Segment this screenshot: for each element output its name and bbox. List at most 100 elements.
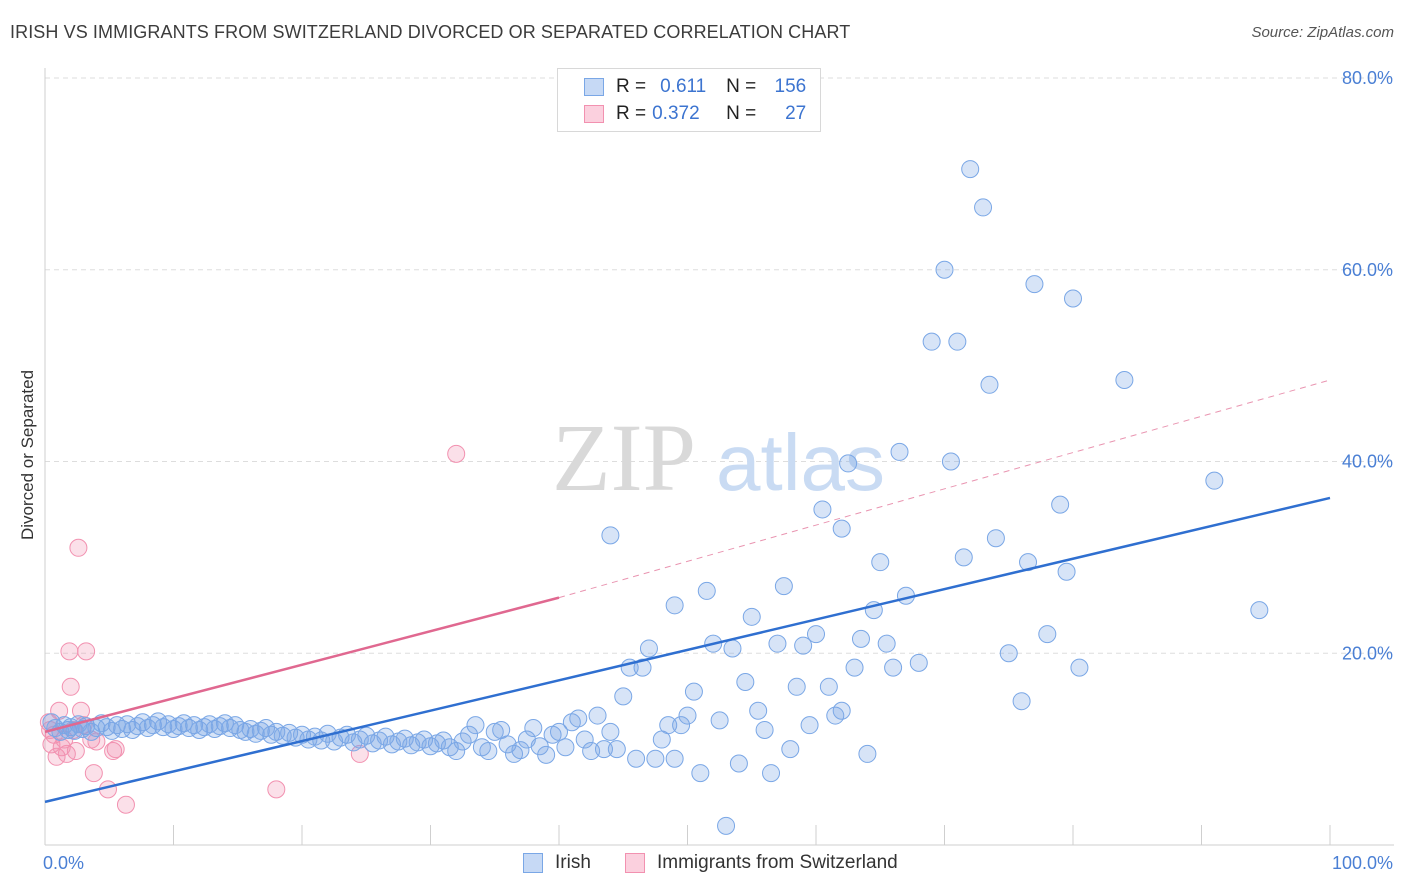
data-point-irish	[999, 644, 1018, 663]
data-point-irish	[1051, 495, 1070, 514]
y-tick-label: 20.0%	[1342, 643, 1393, 663]
data-point-irish	[723, 639, 742, 658]
data-point-irish	[941, 452, 960, 471]
data-point-irish	[890, 442, 909, 461]
data-point-irish	[537, 745, 556, 764]
legend-row-swiss: R = 0.372 N = 27	[584, 102, 806, 126]
data-point-swiss	[87, 732, 106, 751]
data-point-irish	[691, 764, 710, 783]
data-point-irish	[954, 548, 973, 567]
series-legend: Irish Immigrants from Switzerland	[0, 852, 1406, 878]
legend-r-value: 0.372	[652, 103, 700, 124]
data-point-swiss	[77, 642, 96, 661]
data-point-irish	[575, 730, 594, 749]
data-point-irish	[601, 722, 620, 741]
source-label: Source: ZipAtlas.com	[1251, 24, 1394, 41]
data-point-irish	[205, 719, 224, 738]
data-point-irish	[1012, 692, 1031, 711]
data-point-swiss	[447, 444, 466, 463]
data-point-irish	[672, 716, 691, 735]
data-point-irish	[190, 720, 209, 739]
data-point-irish	[556, 738, 575, 757]
data-point-irish	[800, 716, 819, 735]
data-point-irish	[813, 500, 832, 519]
data-point-irish	[164, 719, 183, 738]
tick-labels: 20.0% 40.0% 60.0% 80.0% 0.0% 100.0%	[43, 68, 1393, 873]
data-point-irish	[742, 607, 761, 626]
data-point-swiss	[104, 742, 123, 761]
data-point-irish	[871, 553, 890, 572]
data-point-irish	[948, 332, 967, 351]
trend-line-irish	[44, 496, 1331, 804]
data-point-swiss	[350, 744, 369, 763]
legend-item-swiss: Immigrants from Switzerland	[625, 852, 898, 874]
data-point-irish	[460, 725, 479, 744]
x-tick-label: 100.0%	[1332, 853, 1393, 873]
data-point-irish	[1205, 471, 1224, 490]
data-point-irish	[138, 719, 157, 738]
data-point-irish	[594, 740, 613, 759]
data-point-irish	[684, 682, 703, 701]
data-point-irish	[749, 701, 768, 720]
grid-lines	[45, 77, 1394, 654]
trend-line-swiss	[44, 596, 560, 734]
data-point-irish	[588, 706, 607, 725]
data-point-irish	[980, 375, 999, 394]
data-point-irish	[434, 731, 453, 750]
legend-r-label: R =	[616, 76, 647, 97]
data-point-irish	[639, 639, 658, 658]
y-tick-label: 60.0%	[1342, 260, 1393, 280]
data-point-irish	[524, 719, 543, 738]
data-point-swiss	[84, 764, 103, 783]
data-point-irish	[149, 712, 168, 731]
legend-item-irish: Irish	[523, 852, 591, 874]
data-point-irish	[665, 596, 684, 615]
data-point-irish	[787, 677, 806, 696]
data-point-irish	[614, 687, 633, 706]
data-point-irish	[1057, 562, 1076, 581]
legend-r-label: R =	[616, 103, 647, 124]
data-point-irish	[974, 198, 993, 217]
data-point-irish	[774, 577, 793, 596]
data-point-irish	[633, 658, 652, 677]
series-swiss-points	[39, 444, 466, 814]
legend-swatch-irish	[523, 853, 543, 873]
legend-n-label: N =	[726, 103, 757, 124]
data-point-irish	[1038, 625, 1057, 644]
watermark: ZIP atlas	[552, 404, 885, 511]
data-point-irish	[729, 754, 748, 773]
data-point-irish	[466, 716, 485, 735]
legend-row-irish: R = 0.611 N = 156	[584, 75, 806, 99]
data-point-irish	[479, 742, 498, 761]
data-point-irish	[961, 160, 980, 179]
data-point-irish	[839, 454, 858, 473]
data-point-irish	[832, 701, 851, 720]
data-point-irish	[1070, 658, 1089, 677]
legend-label-swiss: Immigrants from Switzerland	[657, 852, 898, 873]
data-point-irish	[226, 716, 245, 735]
data-point-swiss	[66, 742, 85, 761]
trend-lines	[44, 379, 1331, 804]
axes	[44, 68, 1394, 846]
data-point-swiss	[69, 538, 88, 557]
data-point-irish	[986, 529, 1005, 548]
data-point-irish	[1250, 601, 1269, 620]
y-tick-label: 40.0%	[1342, 452, 1393, 472]
data-point-irish	[511, 741, 530, 760]
y-tick-label: 80.0%	[1342, 68, 1393, 88]
data-point-irish	[665, 749, 684, 768]
data-point-irish	[710, 711, 729, 730]
data-point-irish	[762, 764, 781, 783]
data-point-swiss	[267, 780, 286, 799]
legend-swatch-swiss	[584, 105, 604, 123]
data-point-irish	[845, 658, 864, 677]
data-point-irish	[569, 709, 588, 728]
data-point-irish	[485, 722, 504, 741]
data-point-irish	[807, 625, 825, 644]
data-point-irish	[113, 719, 132, 738]
data-point-irish	[884, 658, 903, 677]
data-point-irish	[1064, 289, 1082, 308]
legend-n-label: N =	[726, 76, 757, 97]
legend-r-value: 0.611	[660, 76, 707, 97]
